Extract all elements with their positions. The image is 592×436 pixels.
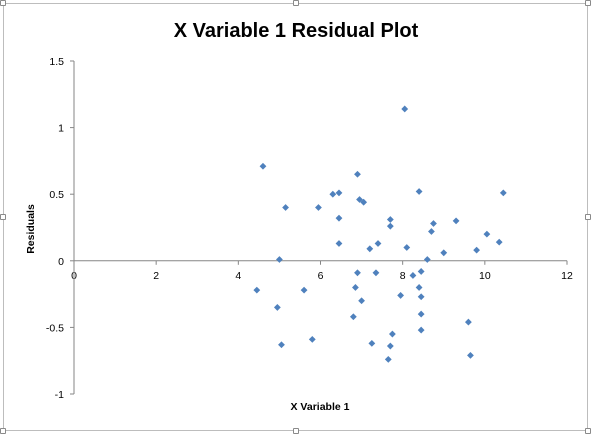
data-point[interactable] bbox=[401, 105, 409, 113]
data-point[interactable] bbox=[430, 220, 437, 227]
data-point[interactable] bbox=[282, 204, 289, 211]
data-point[interactable] bbox=[452, 217, 460, 225]
data-point[interactable] bbox=[417, 293, 425, 301]
x-tick-label: 10 bbox=[479, 270, 491, 282]
data-point[interactable] bbox=[329, 190, 337, 198]
data-point[interactable] bbox=[278, 341, 285, 349]
data-point[interactable] bbox=[467, 351, 474, 359]
data-point[interactable] bbox=[366, 245, 374, 253]
data-point[interactable] bbox=[273, 304, 281, 311]
x-tick-label: 2 bbox=[153, 270, 159, 282]
data-point[interactable] bbox=[415, 284, 423, 291]
x-axis-title[interactable]: X Variable 1 bbox=[291, 401, 350, 413]
data-point[interactable] bbox=[335, 189, 343, 197]
data-point[interactable] bbox=[428, 228, 435, 235]
resize-handle-bottom[interactable] bbox=[293, 428, 299, 434]
data-point[interactable] bbox=[354, 170, 361, 178]
x-axis-tick-labels: 024681012 bbox=[71, 270, 573, 282]
y-axis-title[interactable]: Residuals bbox=[25, 204, 37, 254]
resize-handle-bottom-left[interactable] bbox=[0, 428, 6, 434]
data-point[interactable] bbox=[388, 330, 396, 338]
data-point[interactable] bbox=[499, 189, 507, 197]
data-point[interactable] bbox=[386, 342, 394, 350]
data-point[interactable] bbox=[315, 204, 322, 211]
y-tick-label: -1 bbox=[55, 389, 64, 401]
data-point[interactable] bbox=[397, 292, 405, 299]
y-tick-label: 1.5 bbox=[49, 56, 64, 68]
data-point[interactable] bbox=[386, 216, 394, 223]
y-axis-tick-labels: -1 -0.5 0 0.5 1 1.5 bbox=[46, 56, 64, 401]
data-point[interactable] bbox=[356, 196, 363, 203]
x-tick-label: 8 bbox=[400, 270, 406, 282]
x-tick-label: 4 bbox=[235, 270, 241, 282]
data-point[interactable] bbox=[308, 335, 316, 343]
data-points[interactable] bbox=[253, 105, 507, 363]
y-tick-label: 0.5 bbox=[49, 189, 64, 201]
data-point[interactable] bbox=[417, 310, 425, 318]
axis-tick-marks bbox=[70, 60, 568, 395]
data-point[interactable] bbox=[360, 198, 368, 206]
data-point[interactable] bbox=[276, 256, 283, 263]
resize-handle-top-right[interactable] bbox=[585, 0, 591, 6]
y-tick-label: -0.5 bbox=[46, 322, 64, 334]
data-point[interactable] bbox=[253, 286, 261, 294]
y-tick-label: 0 bbox=[58, 256, 64, 268]
resize-handle-top[interactable] bbox=[293, 0, 299, 6]
data-point[interactable] bbox=[354, 269, 361, 277]
data-point[interactable] bbox=[417, 268, 425, 275]
data-point[interactable] bbox=[403, 244, 411, 251]
chart-title[interactable]: X Variable 1 Residual Plot bbox=[174, 20, 419, 42]
data-point[interactable] bbox=[384, 355, 392, 363]
data-point[interactable] bbox=[409, 272, 417, 279]
resize-handle-bottom-right[interactable] bbox=[585, 428, 591, 434]
data-point[interactable] bbox=[300, 286, 308, 294]
y-tick-label: 1 bbox=[58, 123, 64, 135]
data-point[interactable] bbox=[374, 240, 382, 247]
data-point[interactable] bbox=[335, 214, 343, 222]
data-point[interactable] bbox=[349, 313, 357, 321]
data-point[interactable] bbox=[259, 162, 267, 170]
data-point[interactable] bbox=[358, 297, 365, 305]
data-point[interactable] bbox=[423, 256, 431, 263]
data-point[interactable] bbox=[372, 269, 380, 277]
data-point[interactable] bbox=[440, 249, 448, 257]
data-point[interactable] bbox=[352, 284, 359, 291]
data-point[interactable] bbox=[417, 326, 425, 334]
data-point[interactable] bbox=[386, 222, 394, 230]
data-point[interactable] bbox=[335, 240, 343, 247]
data-point[interactable] bbox=[495, 238, 503, 246]
data-point[interactable] bbox=[415, 188, 423, 195]
x-tick-label: 12 bbox=[561, 270, 573, 282]
resize-handle-right[interactable] bbox=[585, 214, 591, 220]
data-point[interactable] bbox=[483, 230, 491, 238]
x-tick-label: 6 bbox=[318, 270, 324, 282]
resize-handle-left[interactable] bbox=[0, 214, 6, 220]
data-point[interactable] bbox=[465, 318, 472, 326]
data-point[interactable] bbox=[473, 246, 481, 254]
resize-handle-top-left[interactable] bbox=[0, 0, 6, 6]
data-point[interactable] bbox=[368, 339, 376, 347]
